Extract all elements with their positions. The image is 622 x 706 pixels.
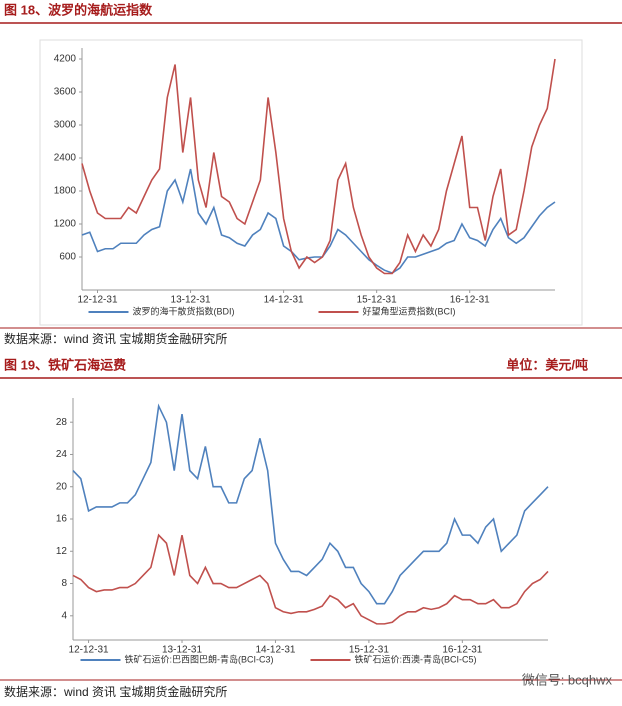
y-tick-label: 3600 [54, 87, 77, 98]
y-tick-label: 1800 [54, 186, 77, 197]
x-tick-label: 15-12-31 [349, 645, 389, 656]
figure-title: 图 18、波罗的海航运指数 [4, 2, 153, 17]
y-tick-label: 600 [59, 252, 76, 263]
x-tick-label: 16-12-31 [442, 645, 482, 656]
y-tick-label: 20 [56, 481, 68, 492]
series-line [72, 533, 549, 625]
y-tick-label: 4200 [54, 54, 77, 65]
x-tick-label: 13-12-31 [171, 295, 211, 306]
y-tick-label: 4 [61, 610, 67, 621]
figure-title: 图 19、铁矿石海运费 [4, 357, 126, 372]
legend-label: 好望角型运费指数(BCI) [363, 305, 456, 316]
y-tick-label: 8 [61, 578, 67, 589]
x-tick-label: 14-12-31 [264, 295, 304, 306]
y-tick-label: 3000 [54, 120, 77, 131]
y-tick-label: 24 [56, 449, 68, 460]
source: 数据来源：wind 资讯 宝城期货金融研究所 [4, 331, 227, 346]
series-line [72, 403, 549, 605]
y-tick-label: 28 [56, 417, 68, 428]
series-line [81, 58, 556, 275]
series-line [81, 168, 556, 274]
legend-label: 铁矿石运价:巴西图巴朗-青岛(BCI-C3) [125, 653, 274, 664]
x-tick-label: 15-12-31 [357, 295, 397, 306]
x-tick-label: 14-12-31 [255, 645, 295, 656]
y-tick-label: 1200 [54, 219, 77, 230]
y-tick-label: 2400 [54, 153, 77, 164]
watermark: 微信号: bcqhwx [522, 672, 613, 687]
x-tick-label: 16-12-31 [450, 295, 490, 306]
y-tick-label: 16 [56, 514, 68, 525]
x-tick-label: 12-12-31 [77, 295, 117, 306]
x-tick-label: 12-12-31 [69, 645, 109, 656]
legend-label: 波罗的海干散货指数(BDI) [133, 305, 235, 316]
x-tick-label: 13-12-31 [162, 645, 202, 656]
unit: 单位：美元/吨 [506, 357, 588, 372]
legend-label: 铁矿石运价:西澳-青岛(BCI-C5) [355, 653, 477, 664]
chart-frame [39, 39, 583, 326]
y-tick-label: 12 [56, 546, 68, 557]
source: 数据来源：wind 资讯 宝城期货金融研究所 [4, 684, 227, 699]
